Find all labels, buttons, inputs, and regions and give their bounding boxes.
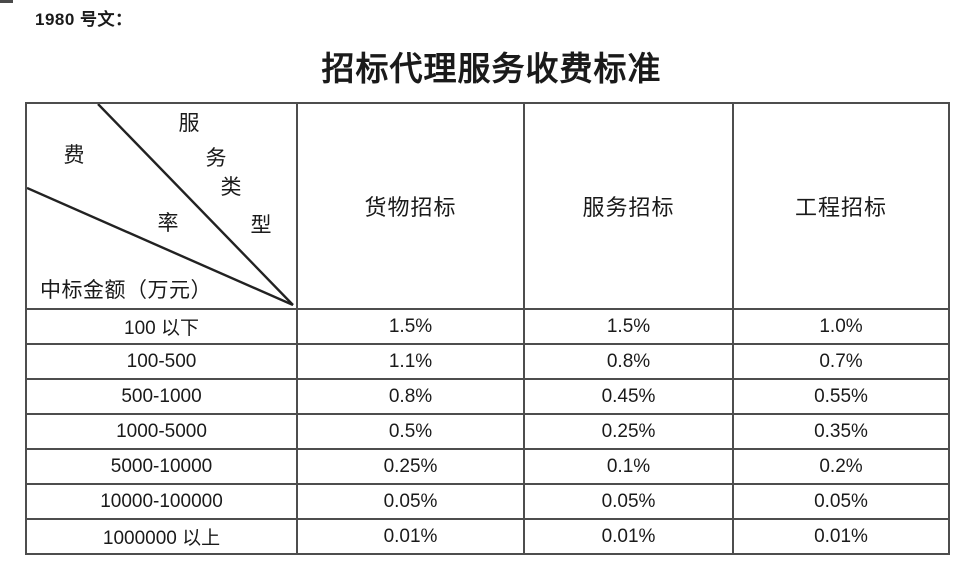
amount-range-cell: 1000-5000 bbox=[25, 413, 298, 450]
table-row: 1000-5000 0.5% 0.25% 0.35% bbox=[25, 413, 950, 450]
table-header-row: 服 务 类 型 费 率 中标金额（万元） 货物招标 服务招标 工程招标 bbox=[25, 102, 950, 310]
amount-range-cell: 100-500 bbox=[25, 343, 298, 380]
fee-cell: 0.5% bbox=[296, 413, 525, 450]
amount-range-cell: 500-1000 bbox=[25, 378, 298, 415]
fee-cell: 0.25% bbox=[296, 448, 525, 485]
fee-cell: 1.0% bbox=[732, 308, 950, 345]
cell-axis-char: 率 bbox=[157, 211, 179, 235]
fee-cell: 0.25% bbox=[523, 413, 734, 450]
col-axis-char: 型 bbox=[250, 213, 272, 237]
diagonal-header-content: 服 务 类 型 费 率 中标金额（万元） bbox=[28, 105, 295, 307]
fee-cell: 0.05% bbox=[296, 483, 525, 520]
fee-cell: 1.5% bbox=[296, 308, 525, 345]
fee-cell: 1.5% bbox=[523, 308, 734, 345]
fee-cell: 0.01% bbox=[296, 518, 525, 555]
fee-cell: 0.8% bbox=[523, 343, 734, 380]
table-row: 100-500 1.1% 0.8% 0.7% bbox=[25, 343, 950, 380]
column-header-services: 服务招标 bbox=[523, 102, 734, 310]
fee-cell: 0.8% bbox=[296, 378, 525, 415]
fee-cell: 0.01% bbox=[523, 518, 734, 555]
amount-range-cell: 1000000 以上 bbox=[25, 518, 298, 555]
diagonal-lines bbox=[28, 105, 294, 306]
amount-range-cell: 5000-10000 bbox=[25, 448, 298, 485]
fee-cell: 0.05% bbox=[732, 483, 950, 520]
screen-edge-artifact bbox=[0, 0, 13, 3]
amount-range-cell: 10000-100000 bbox=[25, 483, 298, 520]
diagonal-split-header-cell: 服 务 类 型 费 率 中标金额（万元） bbox=[25, 102, 298, 310]
fee-cell: 0.2% bbox=[732, 448, 950, 485]
fee-cell: 0.01% bbox=[732, 518, 950, 555]
document-reference: 1980 号文： bbox=[35, 10, 133, 29]
col-axis-char: 类 bbox=[220, 175, 242, 199]
fee-cell: 0.45% bbox=[523, 378, 734, 415]
amount-range-cell: 100 以下 bbox=[25, 308, 298, 345]
column-header-works: 工程招标 bbox=[732, 102, 950, 310]
fee-cell: 0.35% bbox=[732, 413, 950, 450]
fee-cell: 0.55% bbox=[732, 378, 950, 415]
cell-axis-char: 费 bbox=[63, 143, 85, 167]
fee-standard-table: 服 务 类 型 费 率 中标金额（万元） 货物招标 服务招标 工程招标 100 … bbox=[25, 102, 950, 555]
page-title: 招标代理服务收费标准 bbox=[321, 52, 662, 88]
table-row: 1000000 以上 0.01% 0.01% 0.01% bbox=[25, 518, 950, 555]
fee-cell: 0.1% bbox=[523, 448, 734, 485]
table-row: 100 以下 1.5% 1.5% 1.0% bbox=[25, 308, 950, 345]
col-axis-char: 务 bbox=[205, 146, 227, 170]
fee-cell: 0.05% bbox=[523, 483, 734, 520]
fee-cell: 1.1% bbox=[296, 343, 525, 380]
table-row: 10000-100000 0.05% 0.05% 0.05% bbox=[25, 483, 950, 520]
fee-cell: 0.7% bbox=[732, 343, 950, 380]
row-axis-label: 中标金额（万元） bbox=[40, 278, 212, 302]
table-row: 500-1000 0.8% 0.45% 0.55% bbox=[25, 378, 950, 415]
column-header-goods: 货物招标 bbox=[296, 102, 525, 310]
table-row: 5000-10000 0.25% 0.1% 0.2% bbox=[25, 448, 950, 485]
col-axis-char: 服 bbox=[178, 111, 200, 135]
